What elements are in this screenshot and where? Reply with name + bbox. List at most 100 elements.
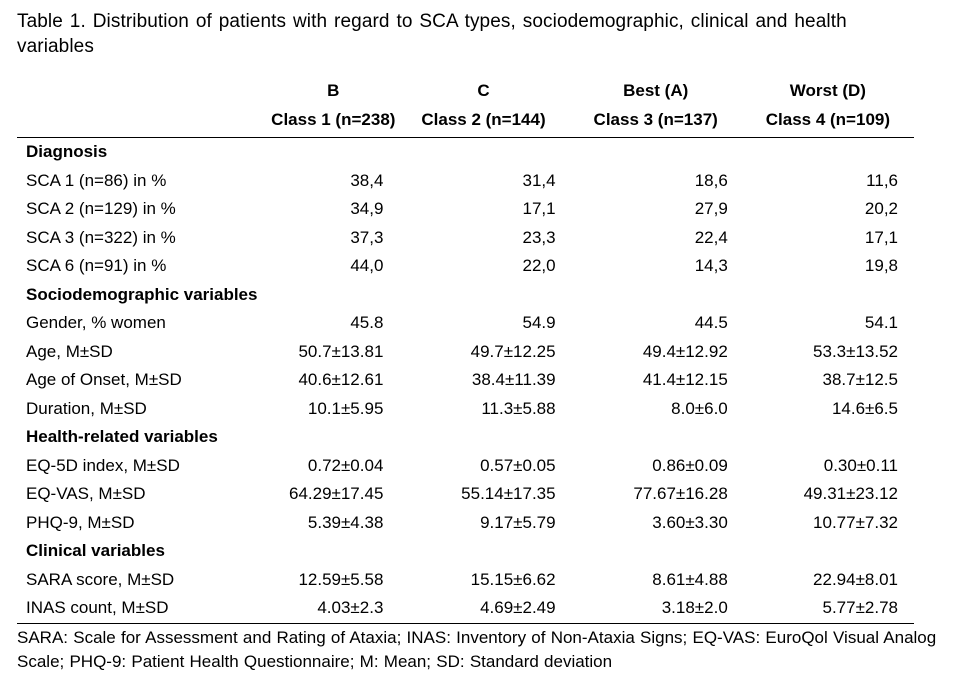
patient-distribution-table: B C Best (A) Worst (D) Class 1 (n=238) C… — [17, 76, 914, 624]
cell-value-class-3: 41.4±12.15 — [642, 370, 728, 390]
cell-value-class-2: 17,1 — [522, 199, 556, 219]
cell-value-class-2: 23,3 — [522, 227, 556, 247]
section-title: Health-related variables — [26, 427, 218, 447]
section-title: Clinical variables — [26, 541, 165, 561]
table-row: SCA 2 (n=129) in % 34,9 17,1 27,9 20,2 — [17, 195, 914, 224]
section-title: Sociodemographic variables — [26, 284, 258, 304]
cell-value-class-2: 49.7±12.25 — [470, 341, 556, 361]
table-body: Diagnosis SCA 1 (n=86) in % 38,4 31,4 18,6 11… — [17, 138, 914, 623]
cell-value-class-1: 40.6±12.61 — [298, 370, 384, 390]
cell-value-class-3: 44.5 — [694, 313, 728, 333]
section-row: Clinical variables — [17, 537, 914, 566]
cell-value-class-4: 17,1 — [864, 227, 898, 247]
cell-value-class-4: 49.31±23.12 — [803, 484, 898, 504]
table-row: SCA 1 (n=86) in % 38,4 31,4 18,6 11,6 — [17, 167, 914, 196]
cell-value-class-2: 4.69±2.49 — [480, 598, 556, 618]
cell-value-class-3: 49.4±12.92 — [642, 341, 728, 361]
row-label: SCA 1 (n=86) in % — [26, 170, 167, 190]
table-container: B C Best (A) Worst (D) Class 1 (n=238) C… — [17, 76, 914, 624]
cell-value-class-3: 8.61±4.88 — [652, 569, 728, 589]
table-row: SCA 6 (n=91) in % 44,0 22,0 14,3 19,8 — [17, 252, 914, 281]
table-row: SARA score, M±SD 12.59±5.58 15.15±6.62 8.61… — [17, 566, 914, 595]
cell-value-class-3: 14,3 — [694, 256, 728, 276]
cell-value-class-3: 0.86±0.09 — [652, 455, 728, 475]
header-group-label: Worst (D) — [789, 80, 866, 100]
header-empty-cell — [17, 76, 225, 105]
section-row: Sociodemographic variables — [17, 281, 914, 310]
header-empty-cell — [17, 105, 225, 138]
cell-value-class-4: 53.3±13.52 — [813, 341, 898, 361]
cell-value-class-1: 44,0 — [350, 256, 384, 276]
cell-value-class-4: 14.6±6.5 — [831, 398, 898, 418]
cell-value-class-2: 9.17±5.79 — [480, 512, 556, 532]
header-group-label: Best (A) — [623, 80, 689, 100]
cell-value-class-2: 38.4±11.39 — [471, 370, 556, 390]
row-label: SCA 2 (n=129) in % — [26, 199, 176, 219]
row-label: PHQ-9, M±SD — [26, 512, 135, 532]
row-label: Age of Onset, M±SD — [26, 370, 182, 390]
cell-value-class-1: 34,9 — [350, 199, 384, 219]
cell-value-class-3: 3.60±3.30 — [652, 512, 728, 532]
cell-value-class-1: 37,3 — [350, 227, 384, 247]
table-row: Duration, M±SD 10.1±5.95 11.3±5.88 8.0±6.0 1… — [17, 395, 914, 424]
table-caption: Table 1. Distribution of patients with r… — [17, 11, 847, 57]
row-label: Age, M±SD — [26, 341, 113, 361]
cell-value-class-3: 18,6 — [694, 170, 728, 190]
cell-value-class-2: 0.57±0.05 — [480, 455, 556, 475]
cell-value-class-1: 45.8 — [350, 313, 384, 333]
header-group-label: C — [477, 80, 490, 100]
table-row: SCA 3 (n=322) in % 37,3 23,3 22,4 17,1 — [17, 224, 914, 253]
header-class-label: Class 3 (n=137) — [593, 110, 718, 129]
cell-value-class-3: 3.18±2.0 — [661, 598, 728, 618]
cell-value-class-3: 77.67±16.28 — [633, 484, 728, 504]
cell-value-class-2: 22,0 — [522, 256, 556, 276]
cell-value-class-4: 10.77±7.32 — [813, 512, 898, 532]
cell-value-class-4: 22.94±8.01 — [813, 569, 898, 589]
cell-value-class-2: 11.3±5.88 — [481, 398, 556, 418]
cell-value-class-3: 8.0±6.0 — [671, 398, 728, 418]
cell-value-class-1: 4.03±2.3 — [317, 598, 384, 618]
header-class-label: Class 2 (n=144) — [421, 110, 546, 129]
row-label: EQ-5D index, M±SD — [26, 455, 180, 475]
header-class-label: Class 1 (n=238) — [271, 110, 396, 129]
table-row: Age, M±SD 50.7±13.81 49.7±12.25 49.4±12.92 5… — [17, 338, 914, 367]
section-row: Health-related variables — [17, 423, 914, 452]
cell-value-class-3: 22,4 — [694, 227, 728, 247]
cell-value-class-1: 10.1±5.95 — [307, 398, 384, 418]
header-row-bottom: Class 1 (n=238) Class 2 (n=144) Class 3 … — [17, 105, 914, 138]
cell-value-class-4: 20,2 — [864, 199, 898, 219]
cell-value-class-2: 54.9 — [522, 313, 556, 333]
table-row: INAS count, M±SD 4.03±2.3 4.69±2.49 3.18±2.… — [17, 594, 914, 623]
table-row: Gender, % women 45.8 54.9 44.5 54.1 — [17, 309, 914, 338]
table-footnote: SARA: Scale for Assessment and Rating of… — [17, 628, 937, 671]
cell-value-class-4: 19,8 — [864, 256, 898, 276]
header-class-label: Class 4 (n=109) — [765, 110, 891, 129]
cell-value-class-2: 55.14±17.35 — [461, 484, 556, 504]
row-label: Gender, % women — [26, 313, 166, 333]
row-label: INAS count, M±SD — [26, 598, 169, 618]
cell-value-class-4: 54.1 — [864, 313, 898, 333]
row-label: SARA score, M±SD — [26, 569, 175, 589]
row-label: SCA 3 (n=322) in % — [26, 227, 176, 247]
table-row: Age of Onset, M±SD 40.6±12.61 38.4±11.39 41… — [17, 366, 914, 395]
cell-value-class-2: 15.15±6.62 — [470, 569, 556, 589]
cell-value-class-4: 11,6 — [866, 170, 898, 190]
cell-value-class-3: 27,9 — [694, 199, 728, 219]
header-row-top: B C Best (A) Worst (D) — [17, 76, 914, 105]
table-row: EQ-5D index, M±SD 0.72±0.04 0.57±0.05 0.86±… — [17, 452, 914, 481]
cell-value-class-4: 0.30±0.11 — [823, 455, 898, 475]
section-title: Diagnosis — [26, 142, 108, 162]
cell-value-class-4: 5.77±2.78 — [822, 598, 898, 618]
cell-value-class-1: 12.59±5.58 — [298, 569, 384, 589]
row-label: Duration, M±SD — [26, 398, 147, 418]
cell-value-class-1: 50.7±13.81 — [298, 341, 384, 361]
cell-value-class-1: 64.29±17.45 — [288, 484, 384, 504]
cell-value-class-2: 31,4 — [522, 170, 556, 190]
cell-value-class-4: 38.7±12.5 — [822, 370, 898, 390]
table-row: PHQ-9, M±SD 5.39±4.38 9.17±5.79 3.60±3.30 10… — [17, 509, 914, 538]
section-row: Diagnosis — [17, 138, 914, 167]
cell-value-class-1: 0.72±0.04 — [307, 455, 384, 475]
cell-value-class-1: 5.39±4.38 — [307, 512, 384, 532]
cell-value-class-1: 38,4 — [350, 170, 384, 190]
row-label: EQ-VAS, M±SD — [26, 484, 146, 504]
